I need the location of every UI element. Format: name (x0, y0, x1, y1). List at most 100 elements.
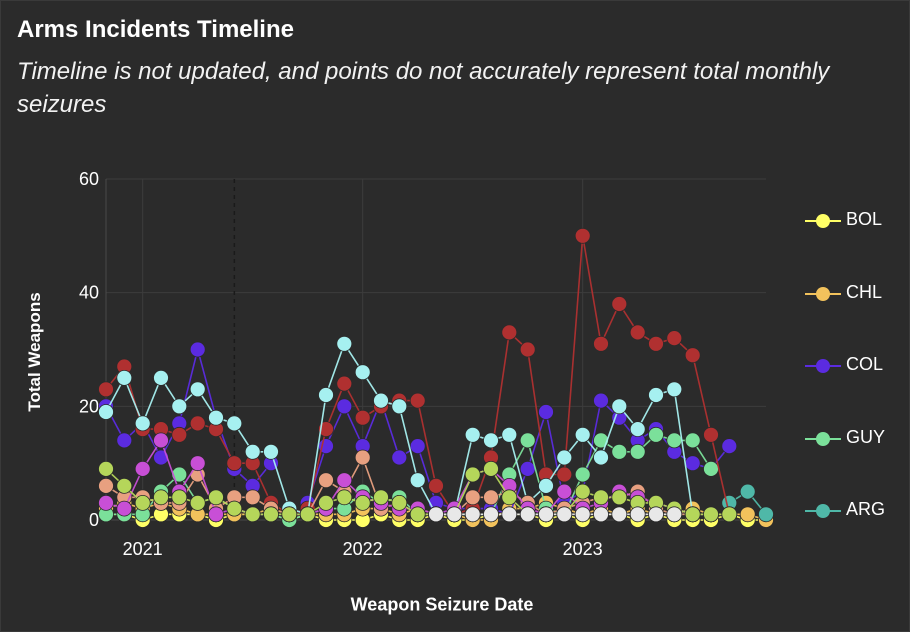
legend-swatch-col (805, 359, 841, 373)
legend-swatch-marker (816, 286, 830, 301)
legend-swatch-arg (805, 504, 841, 518)
legend-label: ARG (846, 499, 886, 519)
legend-swatch-marker (816, 504, 830, 518)
series-8-point (483, 489, 499, 506)
series-7-point (244, 443, 261, 460)
guy-point (684, 432, 701, 449)
series-6-point (501, 324, 518, 341)
arg-point (758, 506, 774, 523)
series-7-point (98, 404, 114, 420)
series-10-point (153, 489, 169, 506)
series-9-point (98, 494, 114, 511)
y-tick-label: 20 (79, 396, 99, 416)
series-11-point (483, 506, 499, 523)
series-10-point (263, 506, 279, 523)
chart-title: Arms Incidents Timeline (17, 16, 294, 43)
col-point (116, 432, 133, 449)
series-10-point (574, 483, 591, 500)
series-7-point (556, 449, 573, 466)
col-point (391, 449, 408, 466)
series-7-point (318, 387, 334, 403)
series-10-point (354, 494, 371, 511)
series-7-point (593, 449, 609, 466)
series-11-point (446, 506, 463, 523)
series-11-point (501, 506, 518, 523)
legend-item-col[interactable]: COL (805, 350, 905, 423)
series-10-point (684, 506, 701, 523)
x-axis-label: Weapon Seizure Date (350, 594, 534, 615)
series-10-point (116, 477, 133, 494)
series-11-point (648, 506, 664, 523)
guy-point (171, 466, 188, 483)
series-11-point (428, 506, 444, 523)
guy-point (519, 432, 536, 449)
series-9-point (153, 432, 169, 449)
guy-point (574, 466, 591, 483)
series-11-point (611, 506, 628, 523)
legend-label: GUY (846, 426, 886, 447)
series-6-point (409, 392, 426, 409)
legend-item-guy[interactable]: GUY (805, 423, 905, 496)
series-8-point (244, 489, 261, 506)
series-10-point (373, 489, 389, 506)
guy-point (648, 426, 664, 443)
series-6-point (354, 409, 371, 426)
series-10-point (593, 489, 609, 506)
series-11-point (556, 506, 573, 523)
y-tick-label: 40 (79, 283, 99, 303)
series-8-point (318, 472, 334, 489)
col-point (409, 438, 426, 455)
y-tick-label: 0 (89, 510, 99, 530)
x-tick-label: 2022 (343, 539, 383, 559)
series-10-point (318, 494, 334, 511)
legend-swatch-chl (805, 286, 841, 301)
y-tick-label: 60 (79, 169, 99, 189)
guy-point (593, 432, 609, 449)
series-7-point (116, 369, 133, 386)
series-10-point (409, 506, 426, 523)
legend-label: CHL (846, 281, 883, 302)
series-10-point (721, 506, 738, 523)
col-line (105, 348, 272, 487)
series-6-point (556, 466, 573, 483)
guy-point (666, 432, 683, 449)
series-9-point (208, 506, 224, 523)
guy-point (611, 443, 628, 460)
col-point (684, 455, 701, 472)
series-11-point (629, 506, 646, 523)
series-6-point (226, 455, 243, 472)
series-10-point (208, 489, 224, 506)
series-7-point (208, 409, 224, 426)
series-7-point (171, 398, 188, 415)
series-8-point (464, 489, 481, 506)
legend-label: BOL (846, 209, 883, 229)
legend-label: COL (846, 354, 884, 374)
series-6-point (189, 415, 206, 432)
legend-swatch-marker (816, 214, 830, 228)
series-10-point (391, 494, 408, 511)
series-6-point (574, 227, 591, 244)
series-6-point (428, 477, 444, 494)
guy-point (703, 460, 719, 477)
series-6-point (629, 324, 646, 341)
legend-item-arg[interactable]: ARG (805, 495, 905, 568)
series-7-point (336, 335, 353, 352)
series-11-point (538, 506, 554, 523)
series-7-point (409, 472, 426, 489)
series-7-point (226, 415, 243, 432)
legend-item-chl[interactable]: CHL (805, 278, 905, 351)
series-6-point (648, 335, 664, 352)
series-7-point (391, 398, 408, 415)
series-6-point (666, 330, 683, 347)
col-point (153, 449, 169, 466)
series-6-point (171, 426, 188, 443)
series-11-point (464, 506, 481, 523)
series-10-point (98, 460, 114, 477)
legend-swatch-marker (816, 431, 830, 446)
series-7-point (134, 415, 151, 432)
series-6-point (684, 347, 701, 364)
legend-item-bol[interactable]: BOL (805, 205, 905, 278)
legend-swatch-guy (805, 431, 841, 446)
chart-subtitle: Timeline is not updated, and points do n… (17, 58, 830, 118)
series-6-point (318, 421, 334, 438)
